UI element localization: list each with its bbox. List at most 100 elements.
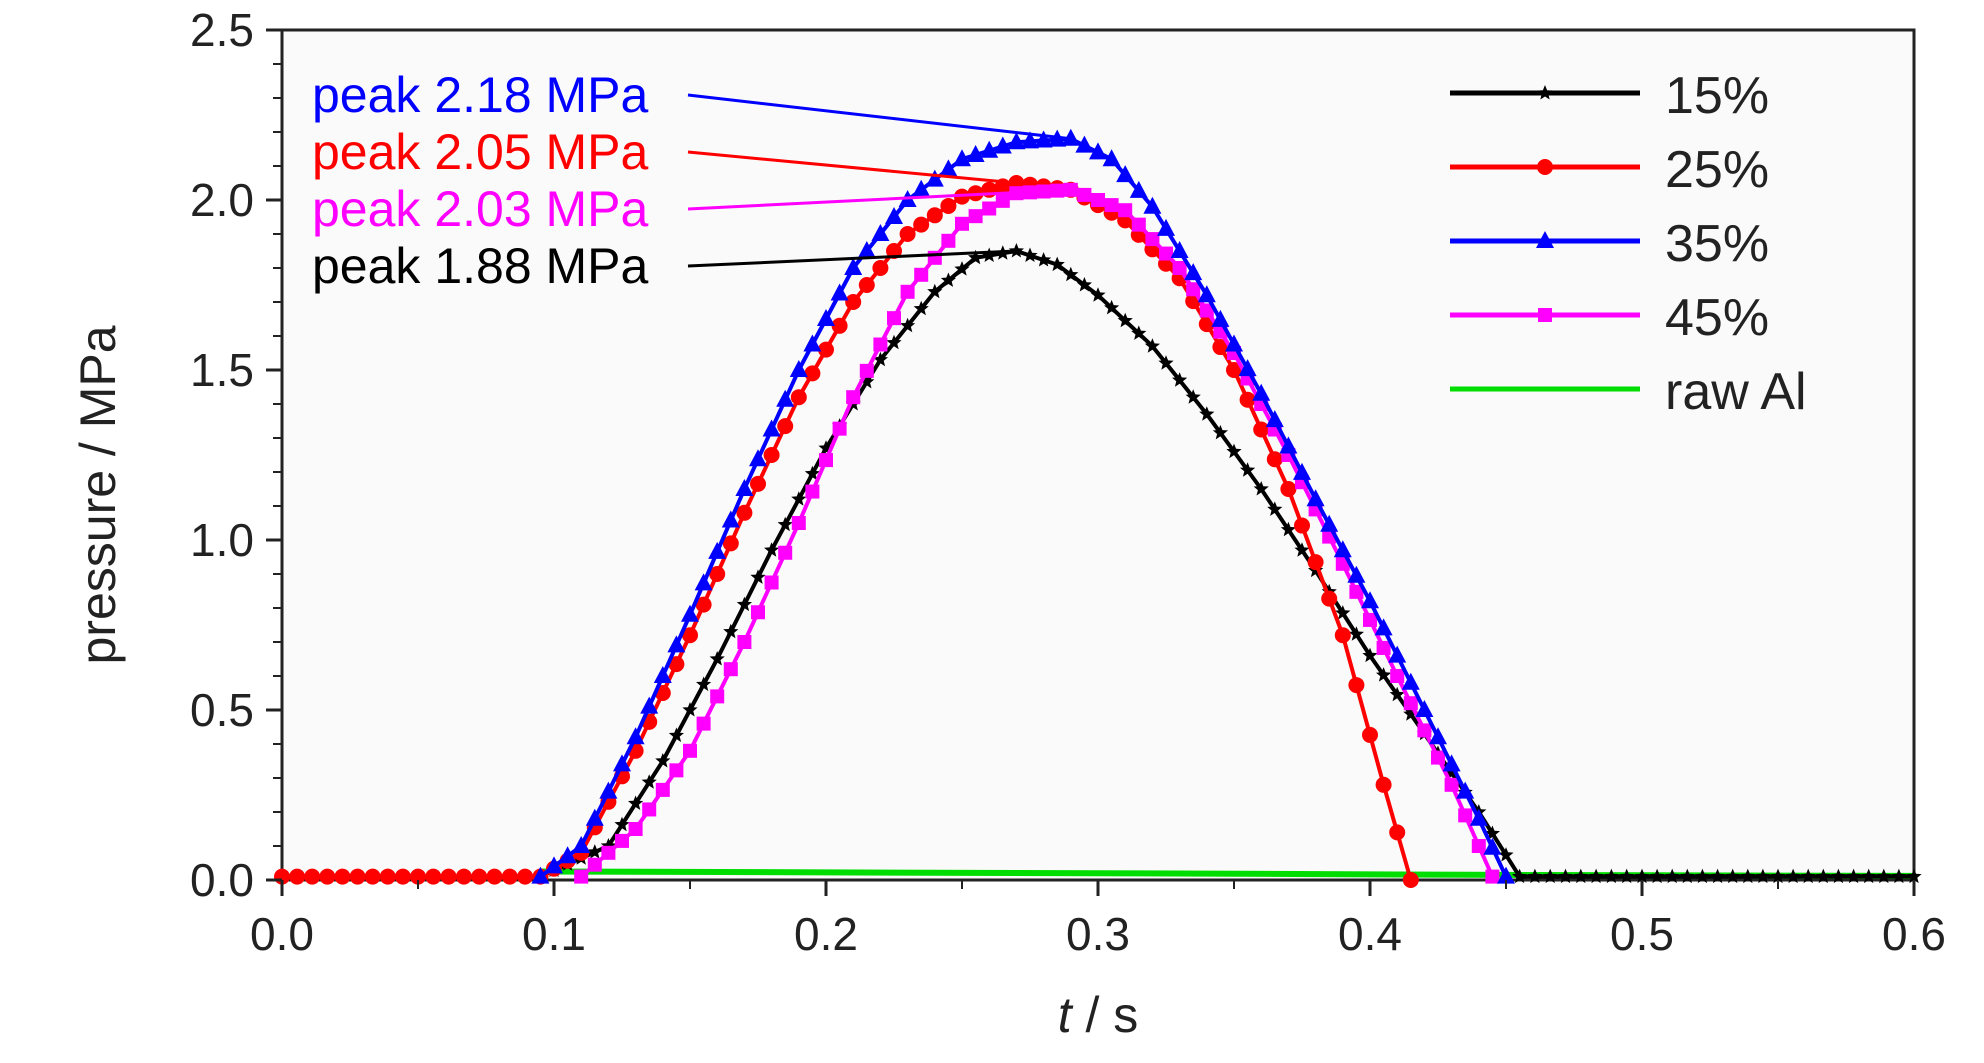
data-point bbox=[572, 836, 591, 853]
data-point bbox=[899, 226, 916, 242]
data-point bbox=[1090, 287, 1106, 302]
data-point bbox=[1307, 554, 1324, 571]
peak-leader-line bbox=[687, 249, 1017, 268]
data-point bbox=[319, 868, 336, 885]
peak-leader-line bbox=[687, 93, 1071, 141]
data-point bbox=[1348, 677, 1365, 694]
data-point bbox=[830, 283, 849, 301]
data-point bbox=[585, 808, 604, 826]
data-point bbox=[695, 596, 712, 613]
peak-annotation: peak 1.88 MPa bbox=[312, 238, 1017, 294]
data-point bbox=[1131, 325, 1147, 340]
data-point bbox=[471, 868, 488, 885]
data-point bbox=[681, 604, 699, 622]
data-point bbox=[653, 666, 672, 683]
data-point bbox=[1376, 640, 1391, 655]
data-point bbox=[1415, 700, 1434, 717]
data-point bbox=[1129, 180, 1148, 198]
data-point bbox=[668, 656, 685, 673]
data-point bbox=[941, 233, 956, 248]
data-point bbox=[1007, 132, 1026, 150]
data-point bbox=[885, 207, 903, 224]
data-point bbox=[1485, 869, 1500, 884]
data-point bbox=[696, 716, 711, 731]
data-point bbox=[709, 566, 726, 582]
data-point bbox=[1253, 421, 1270, 438]
data-point bbox=[1484, 825, 1500, 840]
data-point bbox=[1876, 868, 1892, 884]
data-point bbox=[1034, 130, 1053, 148]
data-point bbox=[887, 311, 901, 326]
data-point bbox=[857, 241, 876, 258]
data-point bbox=[1755, 868, 1771, 884]
data-point bbox=[642, 802, 657, 817]
data-point bbox=[558, 846, 577, 864]
data-point bbox=[1830, 868, 1847, 884]
peak-annotation: peak 2.03 MPa bbox=[312, 181, 1071, 237]
data-point bbox=[668, 727, 684, 742]
data-point bbox=[1527, 868, 1543, 884]
data-point bbox=[1679, 868, 1695, 884]
data-point bbox=[832, 421, 847, 436]
data-point bbox=[682, 627, 698, 644]
data-point bbox=[1785, 868, 1801, 884]
data-point bbox=[872, 351, 888, 367]
data-point bbox=[777, 418, 794, 435]
data-point bbox=[626, 727, 645, 745]
data-point bbox=[1172, 261, 1187, 275]
data-point bbox=[1008, 243, 1024, 258]
data-point bbox=[995, 193, 1010, 208]
data-point bbox=[1388, 645, 1407, 663]
data-point bbox=[737, 635, 752, 649]
data-point bbox=[819, 453, 833, 468]
data-point bbox=[736, 504, 753, 521]
data-point bbox=[1131, 217, 1146, 232]
data-point bbox=[1280, 521, 1296, 537]
data-point bbox=[804, 465, 820, 481]
data-point bbox=[980, 140, 999, 158]
data-point bbox=[1374, 618, 1393, 636]
data-point bbox=[628, 822, 643, 836]
data-point bbox=[425, 868, 442, 885]
data-point bbox=[641, 774, 657, 789]
data-point bbox=[804, 365, 821, 382]
data-point bbox=[1456, 781, 1475, 799]
data-point bbox=[1542, 868, 1558, 884]
data-point bbox=[1664, 868, 1680, 884]
data-point bbox=[1170, 241, 1189, 258]
data-point bbox=[966, 144, 985, 162]
data-point bbox=[982, 201, 997, 216]
data-point bbox=[1361, 591, 1379, 609]
y-tick-label: 1.5 bbox=[190, 344, 254, 396]
data-point bbox=[1349, 584, 1364, 599]
data-point bbox=[531, 866, 550, 884]
data-point bbox=[1573, 868, 1589, 884]
data-point bbox=[640, 696, 659, 714]
data-point bbox=[1649, 868, 1665, 884]
data-point bbox=[1252, 383, 1271, 401]
data-point bbox=[981, 247, 997, 262]
data-point bbox=[1347, 565, 1366, 583]
peak-annotation-label: peak 2.05 MPa bbox=[312, 124, 649, 180]
data-point bbox=[750, 569, 766, 584]
data-point bbox=[1089, 142, 1107, 160]
data-point bbox=[1389, 824, 1406, 841]
data-point bbox=[1265, 410, 1284, 428]
data-point bbox=[1279, 436, 1298, 454]
data-point bbox=[1184, 263, 1203, 281]
data-point bbox=[1619, 868, 1635, 884]
y-tick-label: 0.0 bbox=[190, 854, 254, 906]
data-point bbox=[708, 541, 727, 559]
data-point bbox=[574, 869, 589, 884]
data-point bbox=[818, 341, 834, 358]
data-point bbox=[955, 216, 969, 231]
legend-marker bbox=[1537, 159, 1553, 175]
data-point bbox=[1091, 193, 1105, 207]
data-point bbox=[1076, 277, 1092, 292]
data-point bbox=[628, 795, 644, 810]
data-point bbox=[859, 373, 875, 389]
data-point bbox=[805, 484, 820, 499]
data-point bbox=[1770, 868, 1786, 884]
peak-leader-line bbox=[687, 150, 1017, 185]
data-point bbox=[1186, 282, 1201, 297]
